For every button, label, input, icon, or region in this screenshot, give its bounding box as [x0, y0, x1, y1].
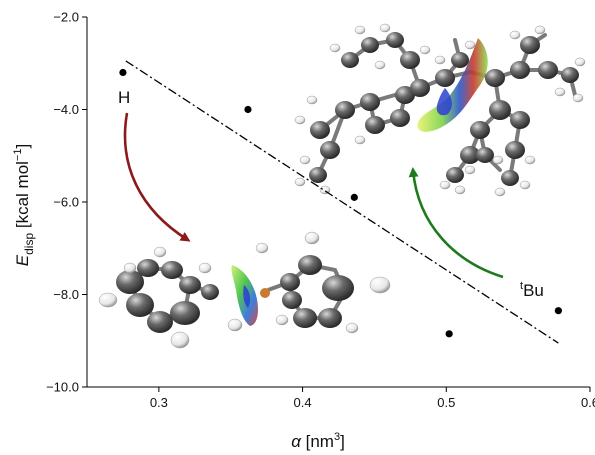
data-point: [350, 193, 358, 201]
y-axis-unit-close: ]: [13, 144, 32, 149]
h-arrow: [123, 112, 191, 242]
interaction-surface-large: [417, 38, 488, 132]
x-axis-unit: [nm: [301, 432, 334, 451]
tert-butyl-substituted-molecule: [294, 23, 586, 197]
y-axis-unit: [kcal mol: [13, 161, 32, 233]
x-ticks: 0.3 0.4 0.5 0.6: [150, 387, 595, 410]
data-point: [445, 330, 453, 338]
x-axis-unit-close: ]: [340, 432, 345, 451]
y-ticks: −10.0 −8.0 −6.0 −4.0 −2.0: [46, 10, 87, 395]
tbu-label-superscript: t: [520, 280, 523, 292]
x-tick-label: 0.3: [150, 395, 168, 410]
h-label: H: [118, 88, 130, 107]
data-point: [244, 105, 252, 114]
y-tick-label: −4.0: [53, 102, 79, 117]
y-tick-label: −2.0: [53, 10, 79, 25]
y-tick-label: −6.0: [53, 195, 79, 210]
x-axis-symbol: α: [291, 432, 302, 451]
x-tick-label: 0.6: [581, 395, 595, 410]
data-point: [119, 68, 127, 77]
y-tick-label: −10.0: [46, 380, 79, 395]
y-tick-label: −8.0: [53, 287, 79, 302]
x-axis-title: α [nm3]: [291, 431, 345, 451]
tbu-arrow: [408, 167, 504, 279]
x-axis-unit-sup: 3: [334, 431, 340, 443]
y-axis-subscript: disp: [22, 233, 36, 255]
x-tick-label: 0.4: [294, 395, 312, 410]
biphenyl-molecule: [98, 231, 391, 349]
y-axis-unit-sup: −1: [12, 149, 24, 162]
y-axis-symbol: E: [13, 254, 32, 266]
data-point: [554, 307, 562, 315]
data-points: [119, 68, 562, 338]
tbu-label-main: Bu: [523, 281, 544, 300]
tbu-label: tBu: [520, 280, 544, 300]
x-tick-label: 0.5: [437, 395, 455, 410]
fit-line: [125, 60, 559, 344]
y-axis-title: Edisp [kcal mol−1]: [12, 144, 36, 266]
